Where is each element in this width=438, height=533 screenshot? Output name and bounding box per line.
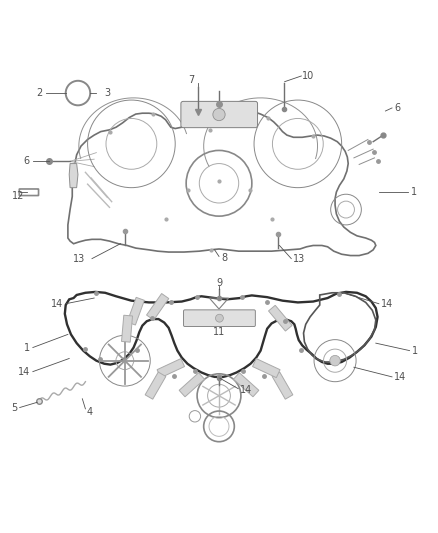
Polygon shape [145,372,166,399]
Text: 14: 14 [51,298,64,309]
Text: 1: 1 [411,187,417,197]
Text: 11: 11 [213,327,225,337]
Polygon shape [268,305,292,331]
Circle shape [330,356,340,366]
FancyBboxPatch shape [181,101,258,128]
Text: 8: 8 [221,253,227,263]
Text: 5: 5 [11,402,18,413]
Circle shape [213,108,225,120]
Text: 14: 14 [381,298,393,309]
Text: 14: 14 [240,385,252,395]
Polygon shape [233,373,259,397]
Text: 14: 14 [18,367,30,377]
Text: 1: 1 [412,345,418,356]
Circle shape [215,314,223,322]
Text: 6: 6 [394,103,400,113]
Polygon shape [179,373,205,397]
Polygon shape [147,294,169,320]
Text: 3: 3 [104,88,110,98]
Text: 13: 13 [293,254,305,264]
Text: 6: 6 [24,156,30,166]
Text: 14: 14 [394,372,406,382]
Polygon shape [157,359,184,378]
Text: 13: 13 [73,254,85,264]
Text: 12: 12 [12,191,25,201]
Text: 7: 7 [188,75,194,85]
Text: 2: 2 [37,88,43,98]
FancyBboxPatch shape [184,310,255,327]
Text: 4: 4 [87,407,93,417]
Polygon shape [272,372,293,399]
Polygon shape [121,315,133,342]
Polygon shape [253,359,280,378]
Polygon shape [69,164,78,188]
Text: 10: 10 [302,71,314,81]
Text: 1: 1 [24,343,30,352]
Polygon shape [127,297,145,325]
Text: 9: 9 [216,278,222,288]
FancyBboxPatch shape [19,189,39,196]
